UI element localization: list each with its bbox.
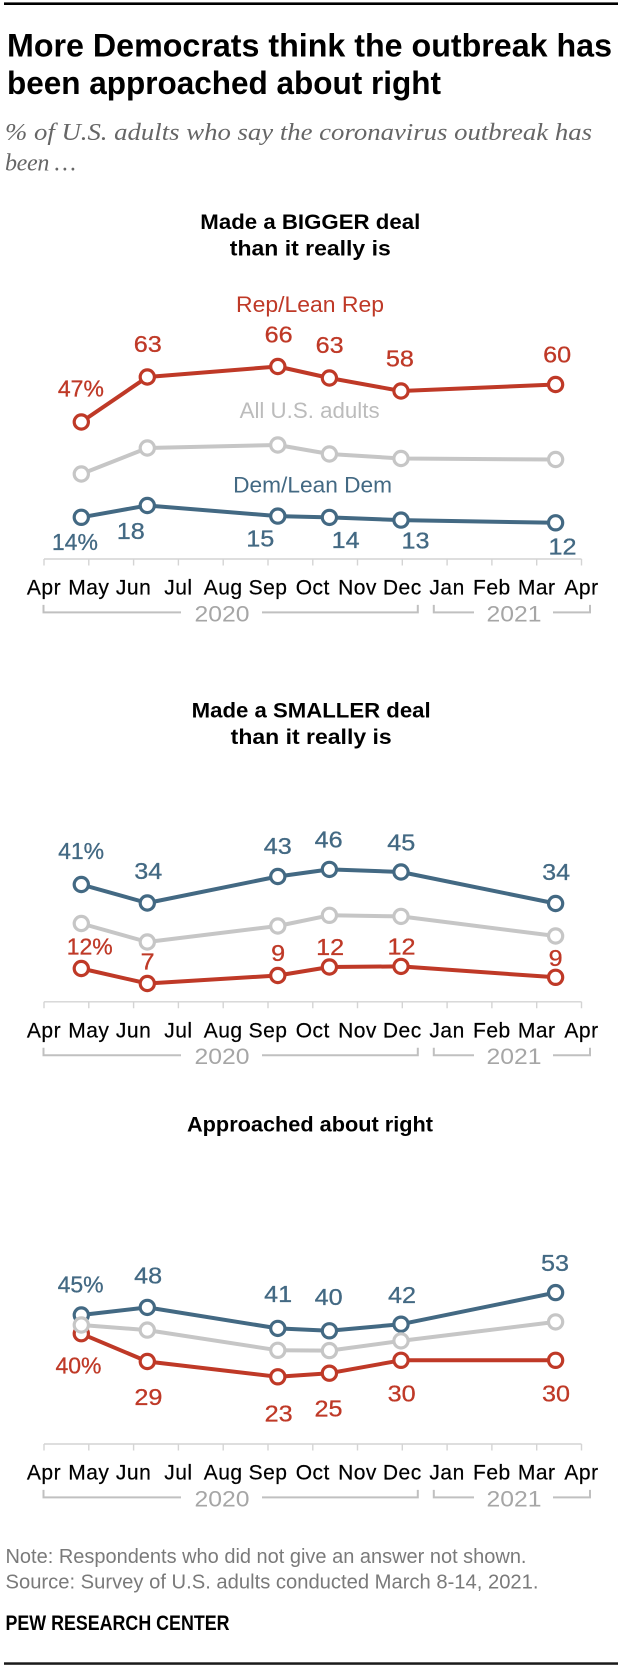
svg-text:Jan: Jan	[429, 577, 464, 600]
svg-text:40%: 40%	[56, 1352, 102, 1378]
svg-text:All U.S. adults: All U.S. adults	[240, 398, 380, 423]
svg-text:Apr: Apr	[27, 1462, 61, 1485]
svg-text:than it really is: than it really is	[231, 726, 392, 749]
svg-text:Made a BIGGER deal: Made a BIGGER deal	[200, 211, 420, 234]
svg-text:Mar: Mar	[518, 1019, 556, 1042]
svg-text:Apr: Apr	[27, 577, 61, 600]
svg-text:been approached about right: been approached about right	[7, 65, 441, 101]
svg-text:Aug: Aug	[204, 577, 243, 600]
svg-text:9: 9	[271, 940, 285, 966]
svg-text:Aug: Aug	[204, 1019, 243, 1042]
svg-text:Nov: Nov	[338, 577, 377, 600]
svg-text:2021: 2021	[487, 601, 542, 626]
svg-text:47%: 47%	[58, 376, 104, 402]
svg-text:% of U.S. adults who say the c: % of U.S. adults who say the coronavirus…	[5, 120, 592, 146]
svg-text:60: 60	[543, 341, 571, 367]
svg-text:Dec: Dec	[383, 1019, 422, 1042]
svg-text:53: 53	[541, 1250, 569, 1276]
svg-text:40: 40	[315, 1284, 343, 1310]
svg-text:Apr: Apr	[564, 577, 598, 600]
svg-text:12: 12	[316, 934, 344, 960]
svg-text:12%: 12%	[67, 934, 113, 960]
svg-text:Sep: Sep	[249, 1019, 288, 1042]
svg-text:2021: 2021	[487, 1486, 542, 1511]
svg-text:Jun: Jun	[116, 577, 151, 600]
svg-text:12: 12	[549, 533, 577, 559]
svg-text:Jul: Jul	[164, 1019, 192, 1042]
svg-text:2021: 2021	[487, 1044, 542, 1069]
svg-text:Jun: Jun	[116, 1019, 151, 1042]
svg-text:Jan: Jan	[429, 1019, 464, 1042]
svg-text:2020: 2020	[195, 1044, 250, 1069]
svg-text:Jul: Jul	[164, 577, 192, 600]
svg-text:Note: Respondents who did not: Note: Respondents who did not give an an…	[6, 1545, 527, 1568]
svg-text:34: 34	[134, 858, 162, 884]
svg-text:Nov: Nov	[338, 1462, 377, 1485]
svg-text:Feb: Feb	[473, 1019, 511, 1042]
svg-text:29: 29	[134, 1384, 162, 1410]
svg-text:Dec: Dec	[383, 1462, 422, 1485]
svg-text:Sep: Sep	[249, 577, 288, 600]
svg-text:41: 41	[264, 1281, 292, 1307]
svg-text:Jun: Jun	[116, 1462, 151, 1485]
svg-text:25: 25	[315, 1396, 343, 1422]
svg-text:66: 66	[265, 322, 293, 348]
svg-text:63: 63	[316, 332, 344, 358]
svg-text:Sep: Sep	[249, 1462, 288, 1485]
svg-text:May: May	[68, 1019, 109, 1042]
svg-text:23: 23	[265, 1401, 293, 1427]
svg-text:13: 13	[402, 527, 430, 553]
svg-text:Dem/Lean Dem: Dem/Lean Dem	[233, 473, 392, 498]
svg-text:Approached about right: Approached about right	[187, 1114, 433, 1137]
svg-text:7: 7	[141, 948, 155, 974]
svg-text:Source: Survey of U.S. adults: Source: Survey of U.S. adults conducted …	[6, 1570, 539, 1593]
svg-text:30: 30	[388, 1380, 416, 1406]
svg-text:9: 9	[549, 945, 563, 971]
svg-text:PEW RESEARCH CENTER: PEW RESEARCH CENTER	[6, 1611, 230, 1635]
svg-text:Mar: Mar	[518, 577, 556, 600]
svg-text:Oct: Oct	[296, 1019, 330, 1042]
svg-text:Rep/Lean Rep: Rep/Lean Rep	[236, 292, 384, 317]
svg-text:Apr: Apr	[27, 1019, 61, 1042]
svg-text:2020: 2020	[195, 601, 250, 626]
svg-text:34: 34	[542, 859, 570, 885]
svg-text:63: 63	[134, 331, 162, 357]
svg-text:48: 48	[134, 1262, 162, 1288]
svg-text:Aug: Aug	[204, 1462, 243, 1485]
svg-text:14: 14	[332, 527, 360, 553]
svg-text:14%: 14%	[52, 529, 98, 555]
svg-text:Dec: Dec	[383, 577, 422, 600]
svg-text:Nov: Nov	[338, 1019, 377, 1042]
svg-text:18: 18	[117, 518, 145, 544]
svg-text:41%: 41%	[58, 838, 104, 864]
svg-text:15: 15	[246, 525, 274, 551]
svg-text:Feb: Feb	[473, 1462, 511, 1485]
svg-text:2020: 2020	[195, 1486, 250, 1511]
svg-text:45%: 45%	[58, 1272, 104, 1298]
svg-text:May: May	[68, 577, 109, 600]
svg-text:12: 12	[388, 933, 416, 959]
svg-text:been …: been …	[5, 151, 76, 177]
svg-text:Feb: Feb	[473, 577, 511, 600]
svg-text:Mar: Mar	[518, 1462, 556, 1485]
svg-text:30: 30	[542, 1380, 570, 1406]
svg-text:More Democrats think the outbr: More Democrats think the outbreak has	[7, 28, 612, 64]
svg-text:May: May	[68, 1462, 109, 1485]
svg-text:45: 45	[387, 830, 415, 856]
svg-text:43: 43	[264, 833, 292, 859]
svg-text:Apr: Apr	[564, 1462, 598, 1485]
svg-text:Oct: Oct	[296, 1462, 330, 1485]
svg-text:Made a SMALLER deal: Made a SMALLER deal	[192, 700, 431, 723]
svg-text:Oct: Oct	[296, 577, 330, 600]
svg-text:42: 42	[388, 1282, 416, 1308]
svg-text:than it really is: than it really is	[230, 238, 391, 261]
svg-text:46: 46	[315, 827, 343, 853]
svg-text:58: 58	[386, 346, 414, 372]
svg-text:Jul: Jul	[164, 1462, 192, 1485]
svg-text:Apr: Apr	[564, 1019, 598, 1042]
svg-text:Jan: Jan	[429, 1462, 464, 1485]
